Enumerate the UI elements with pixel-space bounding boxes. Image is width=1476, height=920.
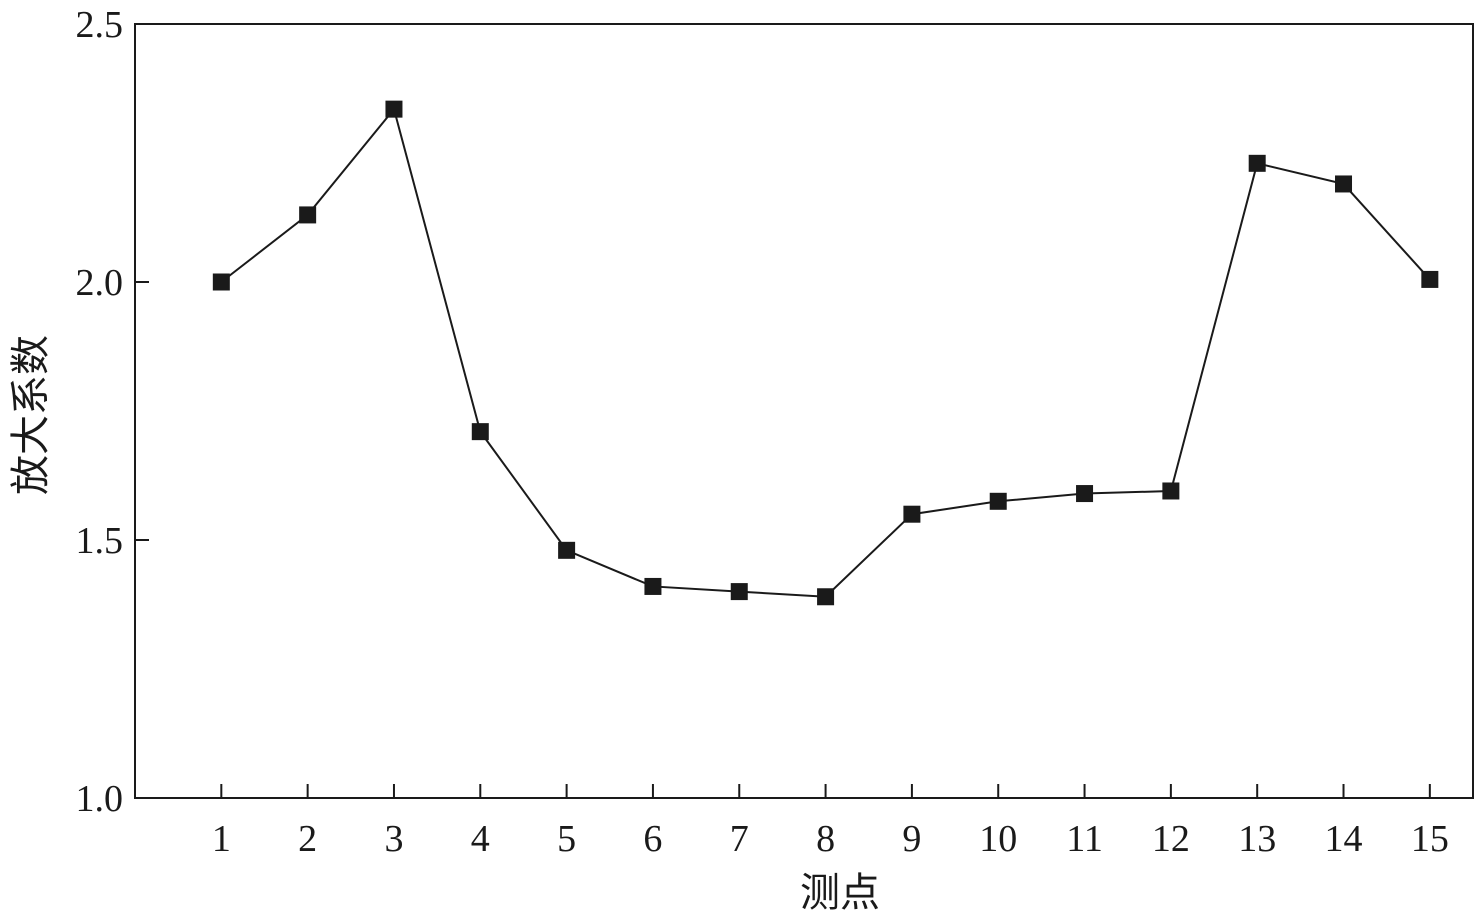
data-point bbox=[1248, 154, 1266, 172]
data-point bbox=[817, 588, 835, 606]
x-tick-label: 2 bbox=[298, 818, 317, 860]
data-point bbox=[1421, 270, 1439, 288]
data-point bbox=[299, 206, 317, 224]
x-tick-label: 14 bbox=[1325, 818, 1363, 860]
x-tick-label: 4 bbox=[471, 818, 490, 860]
y-tick-label: 1.0 bbox=[76, 778, 124, 820]
data-point bbox=[989, 492, 1007, 510]
data-point bbox=[471, 423, 489, 441]
data-point bbox=[644, 577, 662, 595]
x-tick-label: 8 bbox=[816, 818, 835, 860]
data-point bbox=[558, 541, 576, 559]
x-tick-label: 5 bbox=[557, 818, 576, 860]
x-tick-label: 13 bbox=[1238, 818, 1276, 860]
x-tick-label: 11 bbox=[1066, 818, 1103, 860]
data-point bbox=[903, 505, 921, 523]
x-axis-title: 测点 bbox=[800, 870, 880, 915]
tick-labels: 1.01.52.02.51 2 3 4 5 6 7 8 9 10 11 12 13 14 15 bbox=[76, 4, 1449, 860]
x-tick-label: 15 bbox=[1411, 818, 1449, 860]
x-tick-label: 1 bbox=[212, 818, 231, 860]
data-point bbox=[212, 273, 230, 291]
y-tick-label: 2.5 bbox=[76, 4, 124, 46]
x-tick-label: 9 bbox=[902, 818, 921, 860]
data-point bbox=[1335, 175, 1353, 193]
y-axis-title: 放大系数 bbox=[8, 335, 53, 495]
data-point bbox=[1076, 485, 1094, 503]
data-point bbox=[385, 100, 403, 118]
y-tick-label: 2.0 bbox=[76, 262, 124, 304]
x-tick-label: 7 bbox=[730, 818, 749, 860]
x-tick-label: 12 bbox=[1152, 818, 1190, 860]
plot-frame bbox=[134, 23, 1474, 799]
axes bbox=[134, 23, 1474, 799]
series-layer bbox=[212, 100, 1439, 606]
y-tick-label: 1.5 bbox=[76, 520, 124, 562]
x-tick-label: 10 bbox=[979, 818, 1017, 860]
series-line bbox=[220, 106, 1431, 598]
x-tick-label: 6 bbox=[643, 818, 662, 860]
data-point bbox=[730, 583, 748, 601]
data-point bbox=[1162, 482, 1180, 500]
x-tick-label: 3 bbox=[384, 818, 403, 860]
